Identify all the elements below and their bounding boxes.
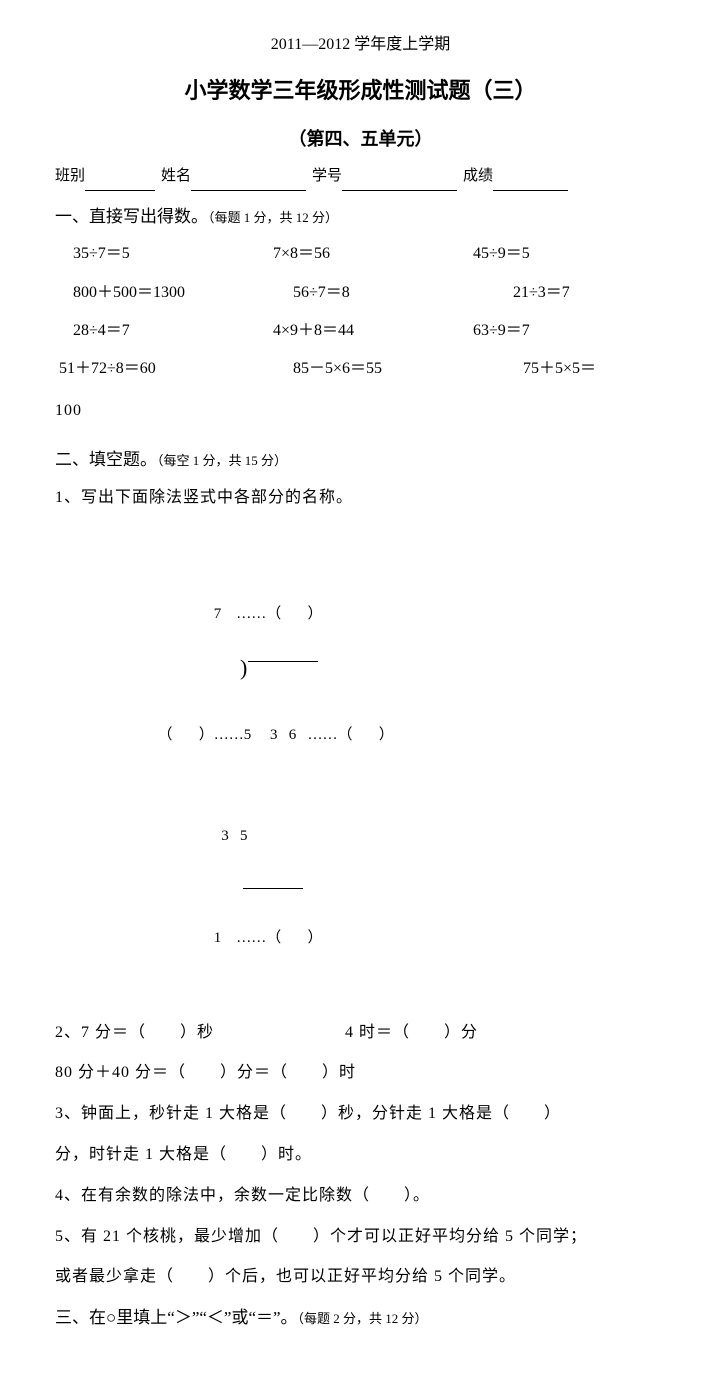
subtitle: （第四、五单元）	[55, 122, 666, 156]
id-label: 学号	[312, 162, 342, 191]
division-figure: 7 ……（ ） ) （ ）……5 3 6 ……（ ） 3 5 1 ……（ ）	[135, 523, 666, 1009]
q2-3a: 3、钟面上，秒针走 1 大格是（ ）秒，分针走 1 大格是（ ）	[55, 1096, 666, 1133]
division-bar-top	[248, 661, 318, 662]
q2-2c: 80 分＋40 分＝（ ）分＝（ ）时	[55, 1055, 666, 1092]
class-label: 班别	[55, 162, 85, 191]
id-blank[interactable]	[342, 175, 457, 191]
q2-5b: 或者最少拿走（ ）个后，也可以正好平均分给 5 个同学。	[55, 1259, 666, 1296]
div-line-4: 1 ……（ ）	[135, 928, 666, 948]
div-line-2: ) （ ）……5 3 6 ……（ ）	[135, 664, 666, 765]
math-cell: 63÷9＝7	[473, 316, 666, 346]
section-3-heading: 三、在○里填上“＞”“＜”或“＝”。（每题 2 分，共 12 分）	[55, 1302, 666, 1334]
name-label: 姓名	[161, 162, 191, 191]
q2-1: 1、写出下面除法竖式中各部分的名称。	[55, 480, 666, 517]
section-3-title: 三、在○里填上“＞”“＜”或“＝”。	[55, 1308, 298, 1327]
class-blank[interactable]	[85, 175, 155, 191]
section-3-note: （每题 2 分，共 12 分）	[298, 1311, 428, 1326]
math-cell: 21÷3＝7	[493, 278, 666, 308]
q2-3b: 分，时针走 1 大格是（ ）时。	[55, 1137, 666, 1174]
main-title: 小学数学三年级形成性测试题（三）	[55, 70, 666, 112]
div-line-3: 3 5	[135, 806, 666, 887]
q2-4: 4、在有余数的除法中，余数一定比除数（ ）。	[55, 1178, 666, 1215]
q2-2-row: 2、7 分＝（ ）秒 4 时＝（ ）分	[55, 1015, 666, 1052]
math-cell: 56÷7＝8	[273, 278, 493, 308]
section-2-title: 二、填空题。	[55, 450, 157, 469]
section-1-heading: 一、直接写出得数。（每题 1 分，共 12 分）	[55, 201, 666, 233]
math-cell: 51＋72÷8＝60	[59, 354, 273, 384]
math-row: 28÷4＝7 4×9＋8＝44 63÷9＝7	[73, 316, 666, 346]
math-cell: 85－5×6＝55	[273, 354, 493, 384]
score-blank[interactable]	[493, 175, 568, 191]
math-trailing: 100	[55, 393, 666, 430]
division-paren-icon: )	[240, 660, 247, 675]
math-grid: 35÷7＝5 7×8＝56 45÷9＝5 800＋500＝1300 56÷7＝8…	[73, 239, 666, 385]
info-row: 班别 姓名 学号 成绩	[55, 162, 666, 191]
math-cell: 35÷7＝5	[73, 239, 273, 269]
section-2-note: （每空 1 分，共 15 分）	[157, 453, 287, 468]
q2-2b: 4 时＝（ ）分	[345, 1024, 478, 1041]
section-1-title: 一、直接写出得数。	[55, 207, 208, 226]
div-line-1: 7 ……（ ）	[135, 604, 666, 624]
math-cell: 4×9＋8＝44	[273, 316, 473, 346]
math-cell: 28÷4＝7	[73, 316, 273, 346]
math-row: 35÷7＝5 7×8＝56 45÷9＝5	[73, 239, 666, 269]
math-row: 800＋500＝1300 56÷7＝8 21÷3＝7	[73, 278, 666, 308]
math-cell: 800＋500＝1300	[73, 278, 273, 308]
q2-2a: 2、7 分＝（ ）秒	[55, 1015, 340, 1052]
division-bar-mid	[243, 888, 303, 889]
math-row: 51＋72÷8＝60 85－5×6＝55 75＋5×5＝	[59, 354, 666, 384]
math-cell: 75＋5×5＝	[493, 354, 666, 384]
year-line: 2011—2012 学年度上学期	[55, 30, 666, 60]
section-2-heading: 二、填空题。（每空 1 分，共 15 分）	[55, 444, 666, 476]
math-cell: 7×8＝56	[273, 239, 473, 269]
q2-5a: 5、有 21 个核桃，最少增加（ ）个才可以正好平均分给 5 个同学；	[55, 1219, 666, 1256]
name-blank[interactable]	[191, 175, 306, 191]
math-cell: 45÷9＝5	[473, 239, 666, 269]
section-1-note: （每题 1 分，共 12 分）	[208, 210, 338, 225]
score-label: 成绩	[463, 162, 493, 191]
